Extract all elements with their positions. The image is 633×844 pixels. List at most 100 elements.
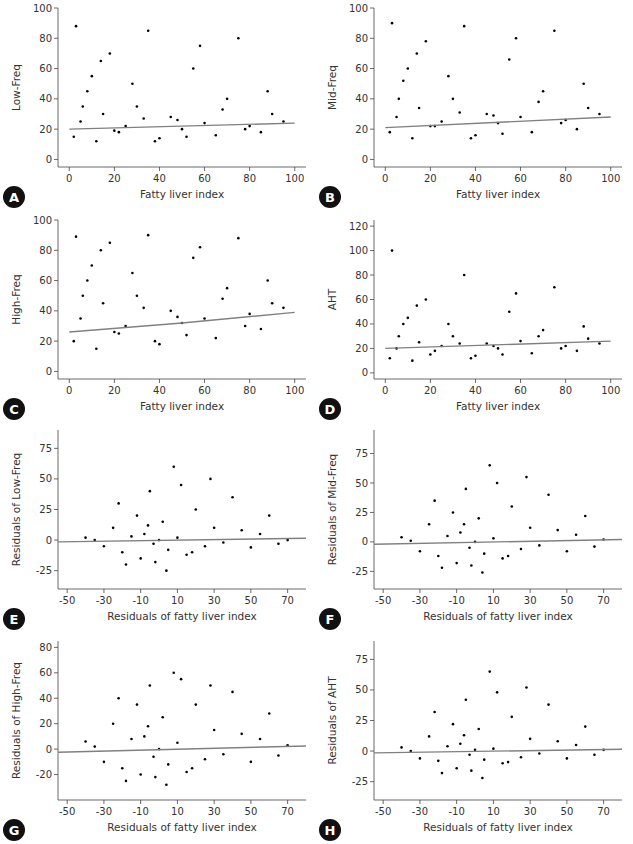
- x-axis-label: Fatty liver index: [456, 188, 540, 200]
- point: [259, 738, 262, 741]
- y-tick: [54, 448, 58, 449]
- y-tick-label: 0: [46, 366, 52, 377]
- point: [440, 120, 443, 123]
- point: [136, 514, 139, 517]
- point: [277, 754, 280, 757]
- point: [112, 527, 115, 530]
- point: [419, 550, 422, 553]
- panel-badge: [319, 398, 341, 420]
- x-tick-label: 0: [382, 173, 388, 184]
- fit-line: [385, 341, 610, 348]
- y-tick-label: 0: [46, 535, 52, 546]
- y-tick-label: 75: [355, 448, 368, 459]
- point: [400, 746, 403, 749]
- y-tick-label: 50: [39, 473, 52, 484]
- point: [485, 113, 488, 116]
- panel: 020406080100020406080100120Fatty liver i…: [319, 220, 622, 420]
- y-tick-label: 20: [39, 718, 52, 729]
- point: [560, 122, 563, 125]
- x-tick-label: 60: [514, 385, 527, 396]
- x-axis: [58, 379, 306, 380]
- x-tick-label: 40: [469, 173, 482, 184]
- x-tick: [610, 379, 611, 383]
- y-tick-label: 100: [349, 245, 368, 256]
- point: [204, 545, 207, 548]
- x-tick-label: 40: [153, 385, 166, 396]
- y-tick: [370, 453, 374, 454]
- x-tick: [493, 800, 494, 804]
- point: [458, 342, 461, 345]
- y-tick-label: 25: [355, 507, 368, 518]
- panel-badge: [3, 398, 25, 420]
- y-tick: [54, 38, 58, 39]
- y-tick-label: 20: [355, 343, 368, 354]
- point: [488, 670, 491, 673]
- panel: 020406080100020406080100Fatty liver inde…: [319, 3, 622, 209]
- point: [455, 767, 458, 770]
- point: [575, 744, 578, 747]
- point: [185, 135, 188, 138]
- point: [395, 116, 398, 119]
- panel-label: G: [9, 823, 20, 838]
- x-axis: [374, 800, 622, 801]
- plot-area: [58, 672, 306, 787]
- x-tick: [177, 800, 178, 804]
- y-tick-label: 100: [33, 3, 52, 14]
- point: [501, 557, 504, 560]
- y-tick-label: 25: [355, 715, 368, 726]
- point: [515, 292, 518, 295]
- x-tick-label: 50: [561, 806, 574, 817]
- point: [266, 279, 269, 282]
- x-tick-label: 70: [597, 806, 610, 817]
- y-tick-label: 40: [355, 318, 368, 329]
- y-tick-label: 0: [362, 154, 368, 165]
- point: [75, 235, 78, 238]
- x-tick-label: 80: [243, 173, 256, 184]
- panel-badge: [3, 819, 25, 841]
- y-tick-label: 20: [39, 336, 52, 347]
- y-tick: [54, 478, 58, 479]
- point: [556, 529, 559, 532]
- point: [468, 753, 471, 756]
- point: [520, 548, 523, 551]
- point: [240, 733, 243, 736]
- point: [477, 517, 480, 520]
- point: [118, 332, 121, 335]
- point: [437, 555, 440, 558]
- y-axis: [58, 641, 59, 800]
- fit-line: [58, 538, 306, 542]
- x-axis-label: Fatty liver index: [140, 188, 224, 200]
- point: [259, 533, 262, 536]
- y-tick: [54, 647, 58, 648]
- panel: -50-30-1010305070-250255075Residuals of …: [319, 641, 622, 841]
- point: [95, 140, 98, 143]
- x-tick: [566, 800, 567, 804]
- point: [226, 98, 229, 101]
- point: [136, 105, 139, 108]
- x-tick-label: 40: [153, 173, 166, 184]
- point: [169, 116, 172, 119]
- panel-label: H: [325, 823, 336, 838]
- point: [553, 286, 556, 289]
- point: [492, 114, 495, 117]
- point: [185, 771, 188, 774]
- x-tick: [530, 589, 531, 593]
- y-tick: [54, 371, 58, 372]
- x-tick: [566, 589, 567, 593]
- panel-label: B: [325, 190, 335, 205]
- point: [84, 536, 87, 539]
- point: [172, 672, 175, 675]
- x-tick-label: 80: [559, 173, 572, 184]
- point: [537, 335, 540, 338]
- point: [519, 340, 522, 343]
- y-tick-label: 60: [355, 63, 368, 74]
- point: [434, 350, 437, 353]
- point: [75, 25, 78, 28]
- point: [277, 542, 280, 545]
- y-axis: [58, 8, 59, 167]
- x-tick: [140, 589, 141, 593]
- x-tick: [204, 167, 205, 171]
- point: [147, 29, 150, 32]
- y-tick: [54, 509, 58, 510]
- point: [109, 241, 112, 244]
